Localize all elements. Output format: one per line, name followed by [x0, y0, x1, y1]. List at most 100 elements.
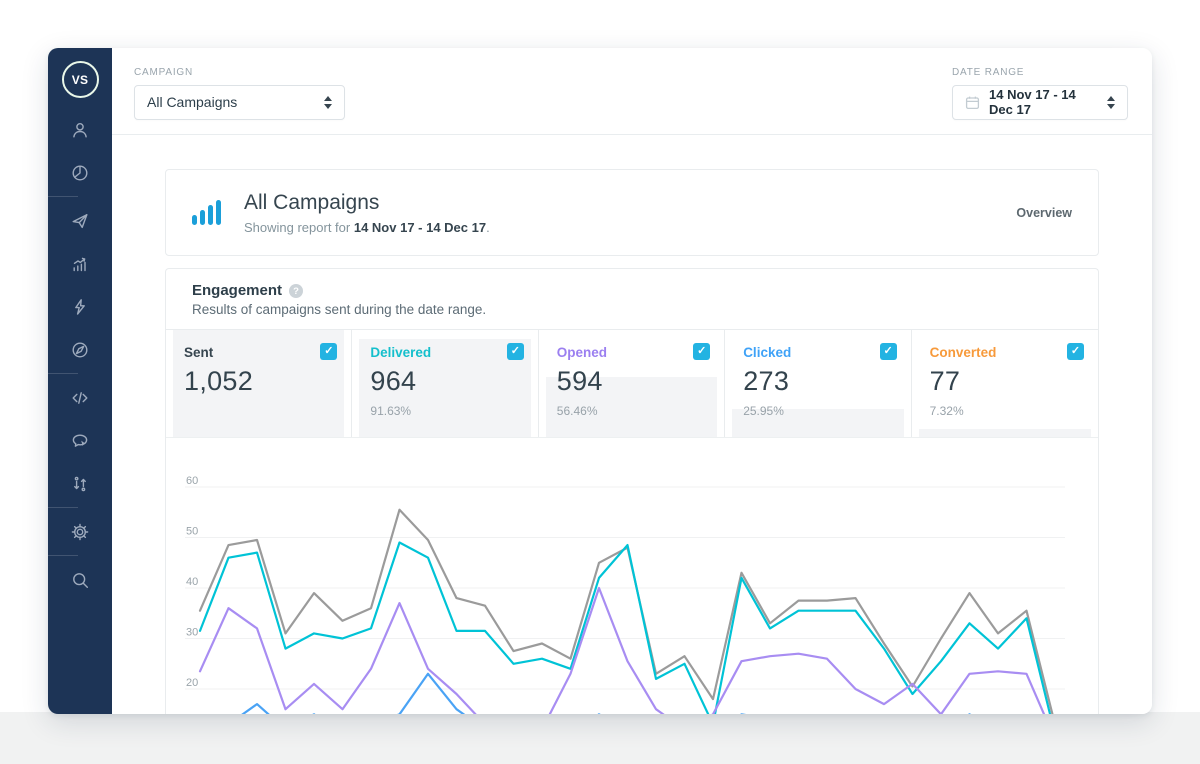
- engagement-chart: 60 50 40 30 20: [166, 438, 1098, 714]
- code-icon: [72, 391, 88, 404]
- stat-checkbox[interactable]: ✓: [1066, 343, 1084, 360]
- stat-percentage: 25.95%: [743, 404, 784, 418]
- stat-cell-delivered: Delivered ✓ 964 91.63%: [352, 330, 539, 437]
- overview-card-text: All Campaigns Showing report for 14 Nov …: [244, 191, 490, 235]
- stat-label: Delivered: [370, 345, 432, 360]
- report-range-suffix: .: [486, 219, 490, 235]
- series-line-sent: [198, 508, 1054, 714]
- engagement-header: Engagement ? Results of campaigns sent d…: [166, 269, 1098, 329]
- series-line-delivered: [198, 541, 1052, 714]
- paper-plane-icon: [72, 213, 88, 228]
- sidebar-divider: [48, 373, 78, 374]
- chart-growth-icon: [73, 257, 86, 271]
- page-title: All Campaigns: [244, 190, 380, 214]
- campaign-field-label: CAMPAIGN: [134, 66, 193, 78]
- engagement-card: Engagement ? Results of campaigns sent d…: [165, 268, 1099, 714]
- y-axis-tick-label: 30: [186, 627, 198, 639]
- main-area: CAMPAIGN All Campaigns DATE RANGE 14 Nov…: [112, 48, 1152, 714]
- sidebar-divider: [48, 507, 78, 508]
- stat-content: Converted ✓ 77 7.32%: [930, 343, 1084, 418]
- stat-cell-opened: Opened ✓ 594 56.46%: [539, 330, 726, 437]
- report-range-date: 14 Nov 17 - 14 Dec 17: [353, 219, 487, 235]
- stat-percentage: 91.63%: [370, 404, 412, 418]
- stat-content: Delivered ✓ 964 91.63%: [370, 343, 524, 418]
- sidebar-item-reports[interactable]: [48, 242, 112, 285]
- engagement-line-chart: 60 50 40 30 20: [185, 475, 1065, 714]
- stat-cell-sent: Sent ✓ 1,052: [166, 330, 353, 437]
- series-line-opened: [198, 586, 1046, 714]
- stat-value: 273: [743, 366, 790, 396]
- sidebar-item-contacts[interactable]: [48, 108, 112, 151]
- campaign-select[interactable]: All Campaigns: [134, 84, 345, 120]
- sidebar-item-messages[interactable]: [48, 419, 112, 462]
- page-bottom-strip: [0, 712, 1200, 764]
- sidebar-item-settings[interactable]: [48, 510, 112, 553]
- stat-content: Clicked ✓ 273 25.95%: [743, 343, 897, 418]
- stat-label: Converted: [929, 345, 997, 360]
- stat-percentage: 56.46%: [556, 404, 598, 418]
- search-icon: [73, 572, 88, 588]
- engagement-subtitle: Results of campaigns sent during the dat…: [192, 302, 487, 317]
- stat-fill-bar: [732, 409, 904, 437]
- stat-content: Opened ✓ 594 56.46%: [556, 343, 711, 418]
- campaign-select-value: All Campaigns: [147, 94, 238, 110]
- stat-checkbox[interactable]: ✓: [693, 343, 711, 360]
- stat-checkbox[interactable]: ✓: [879, 343, 897, 360]
- stat-label: Opened: [556, 345, 608, 360]
- y-axis-tick-label: 60: [186, 475, 198, 487]
- stat-checkbox[interactable]: ✓: [506, 343, 524, 360]
- content: All Campaigns Showing report for 14 Nov …: [112, 135, 1152, 714]
- engagement-stats-row: Sent ✓ 1,052 Delivered ✓ 964 91.63% Opened ✓ 594 5…: [166, 329, 1098, 438]
- stat-value: 594: [556, 366, 603, 396]
- stat-fill-bar: [545, 376, 718, 437]
- sidebar-item-automation[interactable]: [48, 285, 112, 328]
- sidebar: VS: [48, 48, 112, 714]
- series-line-clicked: [241, 672, 972, 714]
- sidebar-item-explore[interactable]: [48, 328, 112, 371]
- stepper-icon: [314, 95, 332, 109]
- report-range-text: Showing report for 14 Nov 17 - 14 Dec 17…: [244, 220, 490, 235]
- pie-chart-icon: [72, 164, 88, 181]
- report-range-prefix: Showing report for: [244, 219, 354, 235]
- stat-label: Clicked: [743, 345, 792, 360]
- bar-chart-icon: [192, 200, 221, 225]
- sort-arrows-icon: [74, 476, 86, 491]
- stat-fill-bar: [918, 429, 1091, 437]
- person-icon: [73, 122, 87, 137]
- date-range-select[interactable]: 14 Nov 17 - 14 Dec 17: [952, 84, 1128, 120]
- stat-fill-bar: [359, 338, 531, 437]
- stat-percentage: [184, 404, 337, 418]
- y-axis-tick-label: 40: [186, 576, 198, 588]
- date-range-field-label: DATE RANGE: [952, 66, 1025, 78]
- sidebar-item-search[interactable]: [48, 558, 112, 601]
- stat-cell-clicked: Clicked ✓ 273 25.95%: [725, 330, 912, 437]
- sidebar-divider: [48, 196, 78, 197]
- y-axis-tick-label: 20: [186, 677, 198, 689]
- stat-percentage: 7.32%: [929, 404, 964, 418]
- sidebar-item-segments[interactable]: [48, 151, 112, 194]
- stat-checkbox[interactable]: ✓: [320, 343, 338, 360]
- app-window: VS CAMPAIGN All Campaigns DATE RANGE 14 …: [48, 48, 1152, 714]
- y-axis-tick-label: 50: [186, 526, 198, 538]
- chat-cursor-icon: [72, 434, 88, 447]
- topbar: CAMPAIGN All Campaigns DATE RANGE 14 Nov…: [112, 48, 1152, 135]
- stat-content: Sent ✓ 1,052: [184, 343, 338, 418]
- stat-fill-bar: [173, 330, 345, 437]
- stepper-icon: [1097, 95, 1115, 109]
- overview-view-label[interactable]: Overview: [1016, 205, 1072, 220]
- help-icon[interactable]: ?: [289, 284, 304, 298]
- sidebar-item-import-export[interactable]: [48, 462, 112, 505]
- account-avatar[interactable]: VS: [61, 61, 99, 98]
- date-range-select-value: 14 Nov 17 - 14 Dec 17: [989, 87, 1076, 117]
- gear-icon: [71, 523, 89, 540]
- calendar-icon: [965, 95, 980, 110]
- stat-value: 964: [370, 366, 417, 396]
- compass-icon: [72, 341, 88, 358]
- stat-value: 77: [929, 366, 961, 396]
- sidebar-item-campaigns[interactable]: [48, 199, 112, 242]
- overview-card: All Campaigns Showing report for 14 Nov …: [165, 169, 1099, 256]
- sidebar-item-developer[interactable]: [48, 376, 112, 419]
- sidebar-divider: [48, 555, 78, 556]
- stat-value: 1,052: [184, 366, 254, 396]
- sidebar-nav: [48, 108, 112, 601]
